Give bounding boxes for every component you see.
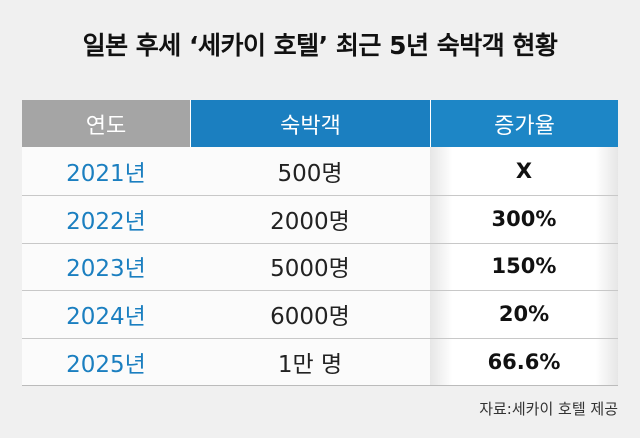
- column-highlight: [430, 147, 618, 386]
- row-divider: [22, 290, 618, 292]
- table-cell: 6000명: [270, 304, 350, 331]
- column-header: 숙박객: [190, 100, 430, 147]
- table-cell: 20%: [498, 302, 550, 327]
- table-cell: 300%: [491, 206, 557, 231]
- table-cell: 66.6%: [487, 350, 561, 375]
- table-cell: X: [515, 158, 533, 183]
- table-bottom-line: [22, 385, 618, 386]
- row-divider: [22, 242, 618, 244]
- title: 일본 후세 ‘세카이 호텔’ 최근 5년 숙박객 현황: [82, 31, 558, 60]
- table: 연도 숙박객 증가율 2021년 500명 X 2022년 2000명 300% 2023년 500…: [22, 100, 618, 386]
- table-cell: 500명: [277, 160, 343, 187]
- table-cell: 2023년: [66, 256, 146, 283]
- table-cell: 5000명: [270, 256, 350, 283]
- row-divider: [22, 338, 618, 340]
- table-cell: 2025년: [66, 352, 146, 379]
- source-note: 자료:세카이 호텔 제공: [479, 400, 618, 418]
- row-divider: [22, 194, 618, 196]
- table-cell: 1만 명: [277, 352, 343, 379]
- table-cell: 2021년: [66, 160, 146, 187]
- table-cell: 2000명: [270, 208, 350, 235]
- table-cell: 150%: [491, 254, 557, 279]
- table-cell: 2022년: [66, 208, 146, 235]
- column-header: 증가율: [430, 100, 618, 147]
- column-header: 연도: [22, 100, 190, 147]
- table-cell: 2024년: [66, 304, 146, 331]
